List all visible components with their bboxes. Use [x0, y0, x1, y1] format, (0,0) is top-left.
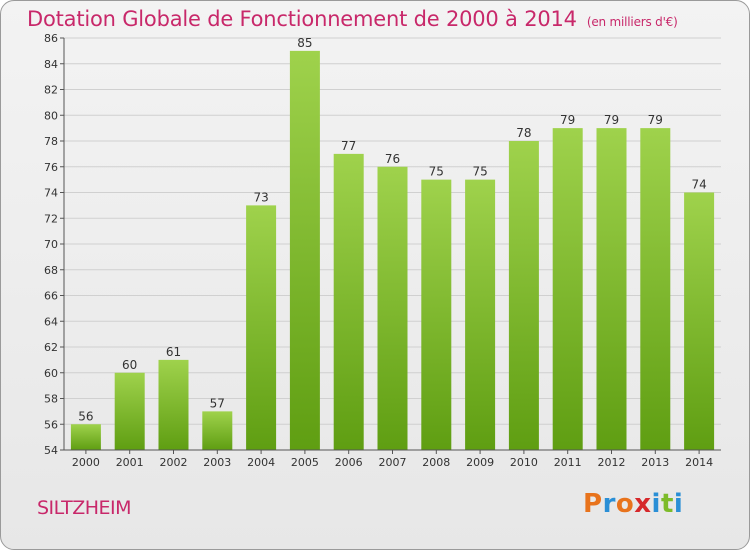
y-tick-label: 62 [44, 341, 58, 354]
chart-title: Dotation Globale de Fonctionnement de 20… [27, 7, 678, 31]
y-tick-label: 54 [44, 444, 58, 457]
bar-2007[interactable] [377, 166, 408, 450]
y-tick-label: 70 [44, 238, 58, 251]
data-label-2013: 79 [648, 113, 663, 127]
y-tick-label: 56 [44, 418, 58, 431]
y-tick-label: 68 [44, 264, 58, 277]
bar-2001[interactable] [114, 372, 145, 450]
data-label-2009: 75 [472, 165, 487, 179]
x-tick-label: 2001 [116, 456, 144, 469]
x-tick-label: 2008 [422, 456, 450, 469]
logo-letter: x [634, 489, 652, 519]
x-tick-label: 2009 [466, 456, 494, 469]
x-tick-label: 2003 [203, 456, 231, 469]
logo-letter: r [602, 489, 616, 519]
bar-2012[interactable] [596, 128, 627, 450]
data-label-2005: 85 [297, 36, 312, 50]
y-tick-label: 80 [44, 109, 58, 122]
bar-2013[interactable] [640, 128, 671, 450]
title-text: Dotation Globale de Fonctionnement de 20… [27, 7, 577, 31]
y-tick-label: 78 [44, 135, 58, 148]
x-tick-label: 2000 [72, 456, 100, 469]
axes: 54 56 58 60 62 64 66 68 70 72 74 76 78 80 82 84 86 2000 20… [44, 32, 721, 469]
y-tick-label: 58 [44, 393, 58, 406]
x-tick-label: 2011 [554, 456, 582, 469]
y-tick-label: 64 [44, 315, 58, 328]
bar-2008[interactable] [421, 179, 452, 450]
x-tick-label: 2013 [641, 456, 669, 469]
proxiti-logo[interactable]: Proxiti [583, 489, 683, 519]
data-label-2014: 74 [691, 178, 706, 192]
bar-2011[interactable] [552, 128, 583, 450]
data-label-2007: 76 [385, 152, 400, 166]
x-tick-label: 2006 [335, 456, 363, 469]
y-tick-label: 60 [44, 367, 58, 380]
logo-letter: P [583, 489, 603, 519]
y-tick-label: 76 [44, 161, 58, 174]
x-tick-label: 2014 [685, 456, 713, 469]
bar-2005[interactable] [289, 50, 320, 450]
y-tick-label: 66 [44, 290, 58, 303]
data-label-2001: 60 [122, 358, 137, 372]
data-label-2010: 78 [516, 126, 531, 140]
bar-2009[interactable] [465, 179, 496, 450]
data-label-2012: 79 [604, 113, 619, 127]
bar-2003[interactable] [202, 411, 233, 450]
commune-name: SILTZHEIM [37, 497, 132, 519]
y-tick-label: 82 [44, 84, 58, 97]
subtitle-text: (en milliers d'€) [586, 15, 678, 29]
x-tick-label: 2005 [291, 456, 319, 469]
data-label-2006: 77 [341, 139, 356, 153]
x-tick-label: 2012 [598, 456, 626, 469]
y-tick-label: 74 [44, 187, 58, 200]
bar-2002[interactable] [158, 359, 189, 450]
data-label-2011: 79 [560, 113, 575, 127]
data-label-2002: 61 [166, 345, 181, 359]
logo-letter: o [615, 489, 635, 519]
x-tick-label: 2007 [379, 456, 407, 469]
bar-2010[interactable] [508, 141, 539, 450]
y-tick-label: 72 [44, 212, 58, 225]
bar-2014[interactable] [684, 192, 715, 451]
data-label-2008: 75 [429, 165, 444, 179]
x-tick-label: 2004 [247, 456, 275, 469]
data-label-2004: 73 [253, 190, 268, 204]
x-tick-label: 2002 [160, 456, 188, 469]
data-label-2000: 56 [78, 409, 93, 423]
logo-letter: i [651, 489, 661, 519]
logo-letter: t [660, 489, 674, 519]
logo-letter: i [673, 489, 684, 519]
y-tick-label: 84 [44, 58, 58, 71]
data-label-2003: 57 [210, 396, 225, 410]
y-tick-label: 86 [44, 32, 58, 45]
bar-2006[interactable] [333, 153, 364, 450]
bar-2004[interactable] [246, 205, 277, 450]
bar-2000[interactable] [70, 424, 101, 450]
x-tick-label: 2010 [510, 456, 538, 469]
bars: 56 60 61 57 73 85 77 76 75 75 78 79 79 79 74 [70, 36, 715, 451]
